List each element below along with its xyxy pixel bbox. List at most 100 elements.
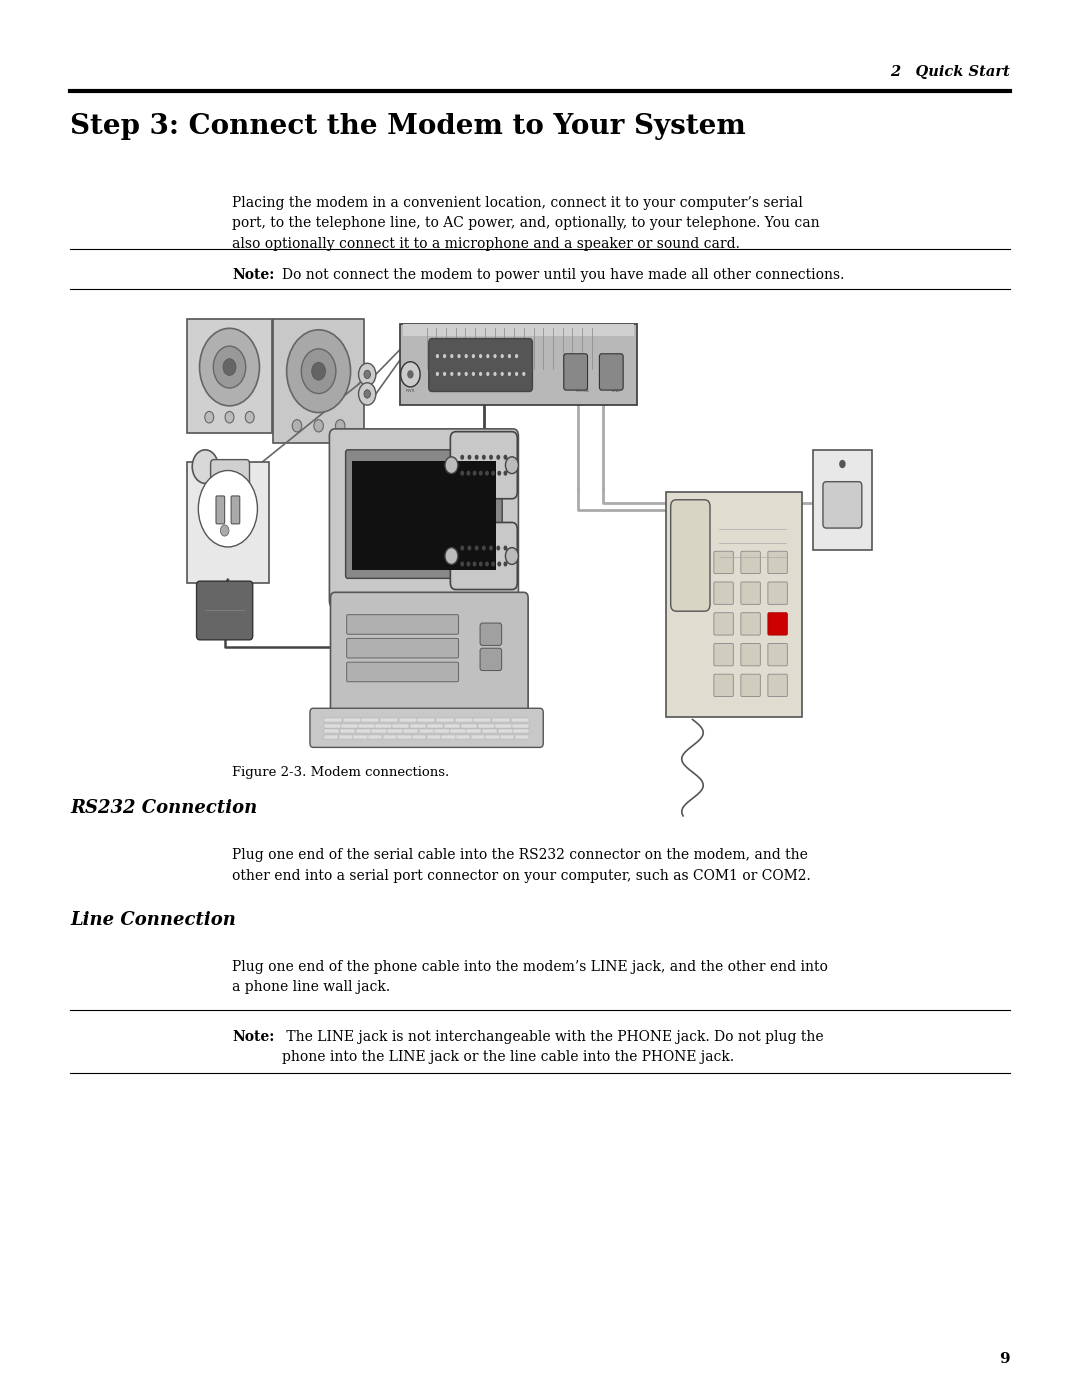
Bar	[339, 735, 353, 739]
FancyBboxPatch shape	[403, 324, 634, 337]
Circle shape	[503, 455, 508, 460]
Bar	[444, 724, 460, 728]
Circle shape	[464, 353, 468, 358]
Circle shape	[475, 455, 478, 460]
FancyBboxPatch shape	[187, 462, 269, 583]
FancyBboxPatch shape	[329, 429, 518, 608]
Circle shape	[467, 471, 471, 475]
Circle shape	[497, 546, 500, 550]
Circle shape	[501, 372, 504, 376]
Bar	[353, 735, 367, 739]
Circle shape	[468, 455, 471, 460]
Circle shape	[505, 548, 518, 564]
Circle shape	[401, 362, 420, 387]
Circle shape	[467, 562, 471, 567]
FancyBboxPatch shape	[714, 613, 733, 636]
FancyBboxPatch shape	[400, 324, 637, 405]
Bar	[359, 724, 375, 728]
Bar	[324, 718, 342, 722]
FancyBboxPatch shape	[564, 353, 588, 390]
Circle shape	[458, 353, 461, 358]
Circle shape	[491, 471, 495, 475]
Circle shape	[473, 562, 476, 567]
Bar	[392, 724, 409, 728]
Circle shape	[407, 370, 414, 379]
Circle shape	[293, 419, 301, 432]
Circle shape	[839, 460, 846, 468]
Circle shape	[478, 562, 483, 567]
Bar	[473, 718, 491, 722]
FancyBboxPatch shape	[231, 496, 240, 524]
Text: Plug one end of the serial cable into the RS232 connector on the modem, and the
: Plug one end of the serial cable into th…	[232, 848, 811, 883]
FancyBboxPatch shape	[347, 638, 458, 658]
FancyBboxPatch shape	[714, 675, 733, 697]
Bar	[376, 724, 392, 728]
Bar	[434, 729, 450, 733]
Text: Figure 2-3. Modem connections.: Figure 2-3. Modem connections.	[232, 766, 449, 778]
Circle shape	[497, 455, 500, 460]
FancyBboxPatch shape	[714, 583, 733, 605]
FancyBboxPatch shape	[480, 648, 501, 671]
Text: Note:: Note:	[232, 1030, 274, 1044]
Text: Step 3: Connect the Modem to Your System: Step 3: Connect the Modem to Your System	[70, 113, 746, 140]
Circle shape	[214, 346, 246, 388]
FancyBboxPatch shape	[741, 675, 760, 697]
Circle shape	[497, 471, 501, 475]
Circle shape	[199, 471, 257, 548]
FancyBboxPatch shape	[330, 592, 528, 718]
Text: RS232 Connection: RS232 Connection	[70, 799, 257, 817]
Circle shape	[200, 328, 259, 407]
FancyBboxPatch shape	[741, 552, 760, 574]
Bar	[380, 718, 399, 722]
Circle shape	[301, 349, 336, 394]
FancyBboxPatch shape	[768, 552, 787, 574]
Circle shape	[503, 562, 508, 567]
Bar	[342, 718, 361, 722]
Circle shape	[482, 546, 486, 550]
Bar	[341, 724, 357, 728]
Circle shape	[475, 546, 478, 550]
FancyBboxPatch shape	[714, 552, 733, 574]
Circle shape	[450, 372, 454, 376]
Bar	[461, 724, 477, 728]
Bar	[409, 724, 427, 728]
FancyBboxPatch shape	[347, 615, 458, 634]
Circle shape	[225, 412, 234, 423]
Circle shape	[523, 372, 526, 376]
Circle shape	[472, 353, 475, 358]
Bar	[382, 735, 397, 739]
Text: Do not connect the modem to power until you have made all other connections.: Do not connect the modem to power until …	[282, 268, 845, 282]
FancyBboxPatch shape	[768, 583, 787, 605]
Circle shape	[491, 562, 495, 567]
Bar	[485, 735, 500, 739]
Circle shape	[192, 450, 218, 483]
Text: 2   Quick Start: 2 Quick Start	[890, 64, 1010, 78]
Bar	[491, 718, 510, 722]
Bar	[399, 718, 417, 722]
Circle shape	[460, 562, 464, 567]
FancyBboxPatch shape	[450, 522, 517, 590]
Circle shape	[489, 455, 492, 460]
Circle shape	[312, 362, 325, 380]
Circle shape	[503, 471, 508, 475]
Circle shape	[220, 525, 229, 536]
Text: 9: 9	[999, 1352, 1010, 1366]
Circle shape	[480, 372, 483, 376]
Text: PHONE: PHONE	[576, 388, 590, 393]
Bar	[450, 729, 465, 733]
Text: LINE: LINE	[611, 388, 620, 393]
Circle shape	[494, 353, 497, 358]
Bar	[387, 729, 403, 733]
Circle shape	[364, 370, 370, 379]
Bar	[495, 724, 512, 728]
Circle shape	[478, 471, 483, 475]
Bar	[482, 729, 497, 733]
Circle shape	[482, 455, 486, 460]
Circle shape	[473, 471, 476, 475]
Circle shape	[458, 372, 461, 376]
Bar	[513, 729, 529, 733]
Bar	[397, 735, 411, 739]
Bar	[362, 718, 379, 722]
Bar	[427, 735, 441, 739]
FancyBboxPatch shape	[768, 675, 787, 697]
